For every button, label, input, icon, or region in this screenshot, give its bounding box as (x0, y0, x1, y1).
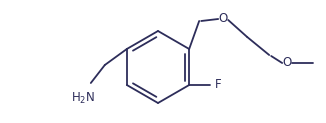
Text: F: F (215, 78, 222, 92)
Text: H$_2$N: H$_2$N (71, 91, 95, 106)
Text: O: O (283, 56, 292, 69)
Text: O: O (218, 13, 228, 25)
